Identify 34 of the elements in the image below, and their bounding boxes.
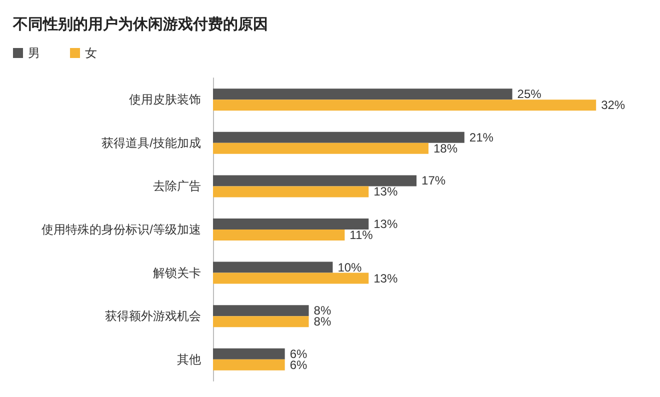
bar [213,316,309,328]
y-tick-label: 去除广告 [153,179,201,194]
data-label: 21% [469,130,494,144]
y-tick-label: 其他 [177,352,201,366]
y-tick-label: 获得道具/技能加成 [102,136,201,150]
bar [213,230,345,240]
bar [213,305,309,316]
data-label: 13% [374,271,398,286]
data-label: 25% [517,87,542,102]
chart-title: 不同性别的用户为休闲游戏付费的原因 [12,15,268,33]
data-label: 18% [433,141,458,156]
bar [213,142,428,154]
data-label: 13% [374,184,398,199]
legend-label: 女 [85,46,97,60]
data-label: 13% [374,217,398,231]
bar [213,348,285,360]
legend-label: 男 [28,46,40,60]
bar [213,262,333,273]
data-label: 11% [350,228,374,242]
bar [213,175,417,186]
bar [213,100,596,111]
y-tick-label: 获得额外游戏机会 [105,309,201,324]
bar [213,88,512,100]
y-tick-label: 使用特殊的身份标识/等级加速 [42,222,201,236]
data-label: 10% [338,260,362,274]
y-tick-label: 解锁关卡 [153,266,201,280]
bar [213,359,285,370]
bar [213,132,464,143]
y-tick-label: 使用皮肤装饰 [129,92,201,107]
bar [213,272,369,284]
bar [213,186,369,198]
data-label: 32% [601,98,626,112]
bar [213,218,369,230]
data-label: 17% [422,174,446,188]
